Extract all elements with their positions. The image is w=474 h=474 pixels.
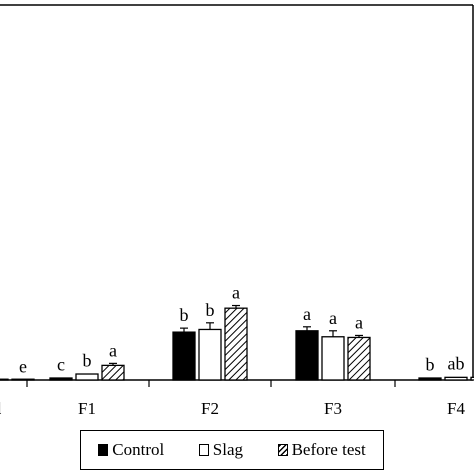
sig-letter-control-f3: a bbox=[303, 304, 311, 324]
bar-slag-f3 bbox=[321, 336, 345, 381]
x-tick-label-f1: F1 bbox=[78, 399, 96, 418]
significance-letters: e c b ab baa a ab ab bbox=[19, 283, 465, 377]
error-bar-slag-f3 bbox=[329, 330, 337, 337]
sig-letter-control-f2: b bbox=[180, 305, 189, 325]
error-bar-before-test-f3 bbox=[355, 334, 363, 338]
x-tick-label-f4: F4 bbox=[447, 399, 465, 418]
x-axis-ticks: d F1 F2 F3 F4 bbox=[0, 380, 465, 418]
x-tick-label-d: d bbox=[0, 399, 2, 418]
legend-swatch-before-test bbox=[277, 444, 288, 456]
bar-control-f2 bbox=[172, 331, 196, 381]
bar-control-f1 bbox=[49, 377, 73, 381]
sig-letter-slag-f3: a bbox=[329, 308, 337, 328]
sig-letter-slag-f1: b bbox=[83, 350, 92, 370]
legend-item-control: Control bbox=[98, 440, 164, 460]
error-bar-before-test-f1 bbox=[109, 362, 117, 366]
legend-swatch-control bbox=[98, 444, 109, 456]
bar-before-test-d bbox=[11, 378, 35, 381]
x-tick-label-f3: F3 bbox=[324, 399, 342, 418]
legend-label-before-test: Before test bbox=[291, 440, 366, 459]
bar-control-f4 bbox=[418, 377, 442, 381]
error-bar-slag-f2 bbox=[206, 322, 214, 330]
sig-letter-slag-f4: ab bbox=[448, 354, 465, 374]
legend-item-before-test: Before test bbox=[277, 440, 366, 460]
sig-letter-control-f4: b bbox=[426, 354, 435, 374]
sig-letter-before-test-f1: a bbox=[109, 340, 117, 360]
sig-letter-control-f1: c bbox=[57, 354, 65, 374]
bar-before-test-f1 bbox=[101, 364, 125, 381]
legend-swatch-slag bbox=[198, 444, 209, 456]
bar-control-f3 bbox=[295, 330, 319, 381]
sig-letter-before-test-f3: a bbox=[355, 312, 363, 332]
error-bar-control-f2 bbox=[180, 327, 188, 333]
legend-label-control: Control bbox=[112, 440, 165, 459]
bar-slag-f1 bbox=[75, 373, 99, 381]
error-bar-before-test-f2 bbox=[232, 304, 240, 309]
bar-before-test-f2 bbox=[224, 307, 248, 381]
sig-letter-before-test-f2: a bbox=[232, 283, 240, 303]
legend: Control Slag Before test bbox=[80, 430, 384, 470]
sig-letter-slag-f2: b bbox=[206, 300, 215, 320]
legend-label-slag: Slag bbox=[212, 440, 244, 459]
legend-item-slag: Slag bbox=[198, 440, 244, 460]
bar-slag-f4 bbox=[444, 376, 468, 381]
sig-letter-before-test-d: e bbox=[19, 356, 27, 376]
bar-slag-f2 bbox=[198, 328, 222, 381]
error-bar-control-f3 bbox=[303, 326, 311, 331]
bar-slag-d bbox=[0, 378, 9, 381]
bar-before-test-f4 bbox=[470, 376, 474, 381]
bar-before-test-f3 bbox=[347, 336, 371, 381]
x-tick-label-f2: F2 bbox=[201, 399, 219, 418]
bar-series bbox=[0, 304, 474, 381]
